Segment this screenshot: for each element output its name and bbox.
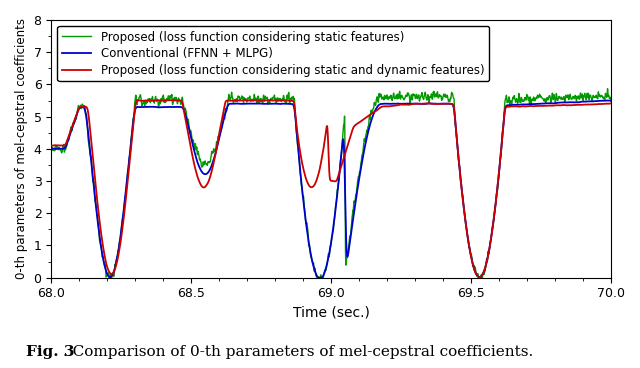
Proposed (loss function considering static features) [106, 275, 113, 280]
Proposed (loss function considering static and dynamic features) [283, 98, 291, 103]
Proposed (loss function considering static and dynamic features) [476, 275, 483, 280]
Y-axis label: 0-th parameters of mel-cepstral coefficients: 0-th parameters of mel-cepstral coeffici… [15, 18, 28, 279]
Text: Fig. 3: Fig. 3 [26, 345, 74, 359]
Line: Proposed (loss function considering static features): Proposed (loss function considering stat… [51, 89, 611, 277]
Conventional (FFNN + MLPG) [603, 98, 611, 103]
Legend: Proposed (loss function considering static features), Conventional (FFNN + MLPG): Proposed (loss function considering stat… [57, 26, 489, 81]
Proposed (loss function considering static features) [283, 99, 291, 104]
Conventional (FFNN + MLPG) [607, 99, 615, 103]
Conventional (FFNN + MLPG) [314, 275, 322, 280]
Conventional (FFNN + MLPG) [283, 102, 291, 106]
Proposed (loss function considering static and dynamic features) [563, 103, 570, 107]
Text: . Comparison of 0-th parameters of mel-cepstral coefficients.: . Comparison of 0-th parameters of mel-c… [63, 345, 533, 359]
Proposed (loss function considering static features) [314, 275, 321, 280]
Proposed (loss function considering static features) [562, 94, 570, 98]
Proposed (loss function considering static and dynamic features) [454, 150, 462, 155]
Proposed (loss function considering static features) [590, 95, 598, 99]
Proposed (loss function considering static features) [47, 146, 55, 151]
Proposed (loss function considering static features) [287, 98, 295, 102]
Line: Proposed (loss function considering static and dynamic features): Proposed (loss function considering stat… [51, 100, 611, 277]
Conventional (FFNN + MLPG) [562, 100, 570, 105]
Proposed (loss function considering static and dynamic features) [590, 102, 598, 106]
Proposed (loss function considering static features) [607, 99, 615, 104]
Conventional (FFNN + MLPG) [47, 147, 55, 151]
Proposed (loss function considering static and dynamic features) [314, 176, 321, 180]
Conventional (FFNN + MLPG) [454, 150, 462, 155]
Proposed (loss function considering static and dynamic features) [287, 99, 295, 103]
Conventional (FFNN + MLPG) [287, 102, 295, 106]
Conventional (FFNN + MLPG) [590, 99, 598, 103]
Conventional (FFNN + MLPG) [314, 274, 321, 279]
Proposed (loss function considering static and dynamic features) [47, 144, 55, 148]
X-axis label: Time (sec.): Time (sec.) [292, 306, 369, 320]
Proposed (loss function considering static and dynamic features) [607, 101, 615, 106]
Proposed (loss function considering static features) [454, 153, 462, 158]
Line: Conventional (FFNN + MLPG): Conventional (FFNN + MLPG) [51, 100, 611, 277]
Proposed (loss function considering static and dynamic features) [266, 98, 273, 102]
Proposed (loss function considering static features) [604, 86, 611, 91]
